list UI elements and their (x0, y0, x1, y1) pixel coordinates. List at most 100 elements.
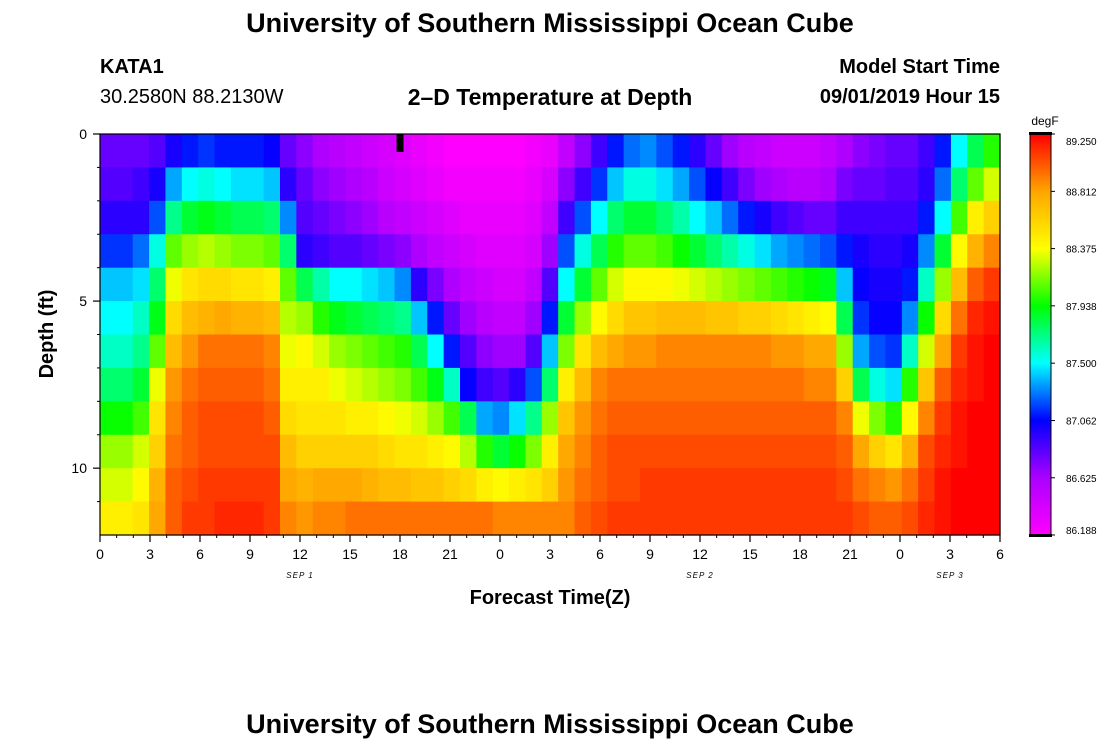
heatmap-cell (132, 134, 150, 169)
heatmap-cell (132, 401, 150, 436)
heatmap-cell (394, 200, 412, 235)
heatmap-cell (558, 468, 576, 503)
heatmap-cell (689, 234, 707, 269)
heatmap-cell (443, 501, 461, 536)
heatmap-cell (509, 501, 527, 536)
heatmap-cell (836, 401, 854, 436)
heatmap-cell (934, 367, 952, 402)
heatmap-cell (721, 468, 739, 503)
heatmap-cell (623, 134, 641, 169)
colorbar-tick-label: 86.625 (1066, 474, 1097, 485)
heatmap-cell (100, 167, 117, 202)
heatmap-cell (149, 468, 167, 503)
heatmap-cell (198, 167, 216, 202)
heatmap-cell (885, 301, 903, 336)
heatmap-cell (460, 134, 477, 169)
heatmap-cell (100, 501, 117, 536)
heatmap-cell (410, 267, 428, 302)
heatmap-cell (770, 501, 788, 536)
heatmap-cell (214, 234, 232, 269)
x-tick-label: 21 (842, 546, 858, 562)
heatmap-cell (263, 134, 281, 169)
heatmap-cell (721, 334, 739, 369)
heatmap-cell (345, 267, 363, 302)
heatmap-cell (836, 334, 854, 369)
heatmap-cell (803, 200, 821, 235)
heatmap-cell (443, 468, 461, 503)
heatmap-cell (852, 134, 870, 169)
heatmap-cell (230, 367, 248, 402)
heatmap-cell (149, 267, 167, 302)
heatmap-cell (574, 234, 592, 269)
heatmap-cell (132, 301, 150, 336)
heatmap-cell (312, 401, 330, 436)
heatmap-cell (541, 468, 559, 503)
heatmap-cell (967, 434, 985, 469)
heatmap-cell (509, 334, 527, 369)
heatmap-cell (607, 367, 625, 402)
heatmap-cell (869, 267, 887, 302)
heatmap-cell (378, 167, 396, 202)
heatmap-cell (967, 267, 985, 302)
heatmap-cell (852, 200, 870, 235)
heatmap-cell (983, 367, 1001, 402)
heatmap-cell (247, 501, 265, 536)
heatmap-cell (230, 134, 248, 169)
heatmap-cell (509, 134, 527, 169)
heatmap-cell (263, 367, 281, 402)
heatmap-cell (885, 267, 903, 302)
heatmap-cell (754, 200, 772, 235)
heatmap-cell (689, 334, 707, 369)
heatmap-cell (345, 301, 363, 336)
heatmap-cell (443, 234, 461, 269)
heatmap-cell (705, 134, 723, 169)
heatmap-cell (820, 367, 837, 402)
heatmap-cell (901, 301, 919, 336)
heatmap-cell (247, 301, 265, 336)
heatmap-cell (672, 200, 690, 235)
heatmap-cell (934, 334, 952, 369)
heatmap-cell (803, 301, 821, 336)
heatmap-cell (280, 367, 297, 402)
heatmap-cell (607, 134, 625, 169)
heatmap-cell (918, 501, 936, 536)
heatmap-cell (721, 367, 739, 402)
heatmap-cell (476, 167, 494, 202)
heatmap-cell (345, 501, 363, 536)
heatmap-cell (410, 501, 428, 536)
heatmap-cell (165, 301, 183, 336)
heatmap-cell (181, 334, 199, 369)
heatmap-cell (558, 401, 576, 436)
heatmap-cell (738, 200, 756, 235)
heatmap-cell (410, 334, 428, 369)
heatmap-cell (754, 501, 772, 536)
heatmap-cell (934, 167, 952, 202)
heatmap-cell (361, 401, 379, 436)
heatmap-cell (623, 200, 641, 235)
heatmap-cell (345, 367, 363, 402)
heatmap-cell (247, 134, 265, 169)
heatmap-cell (738, 501, 756, 536)
heatmap-cell (329, 200, 347, 235)
heatmap-cell (460, 200, 477, 235)
heatmap-cell (100, 234, 117, 269)
current-time-marker (396, 134, 404, 152)
heatmap-cell (820, 434, 837, 469)
heatmap-cell (525, 334, 543, 369)
heatmap-cell (181, 401, 199, 436)
heatmap-cell (394, 367, 412, 402)
heatmap-cell (394, 401, 412, 436)
heatmap-cell (247, 367, 265, 402)
heatmap-cell (787, 234, 805, 269)
heatmap-cell (950, 434, 968, 469)
heatmap-cell (296, 434, 314, 469)
heatmap-cell (836, 468, 854, 503)
heatmap-cell (492, 234, 510, 269)
heatmap-cell (394, 167, 412, 202)
heatmap-cell (198, 367, 216, 402)
heatmap-cell (263, 267, 281, 302)
heatmap-cell (378, 200, 396, 235)
heatmap-cell (214, 301, 232, 336)
date-label: SEP 1 (286, 571, 313, 580)
heatmap-cell (378, 468, 396, 503)
